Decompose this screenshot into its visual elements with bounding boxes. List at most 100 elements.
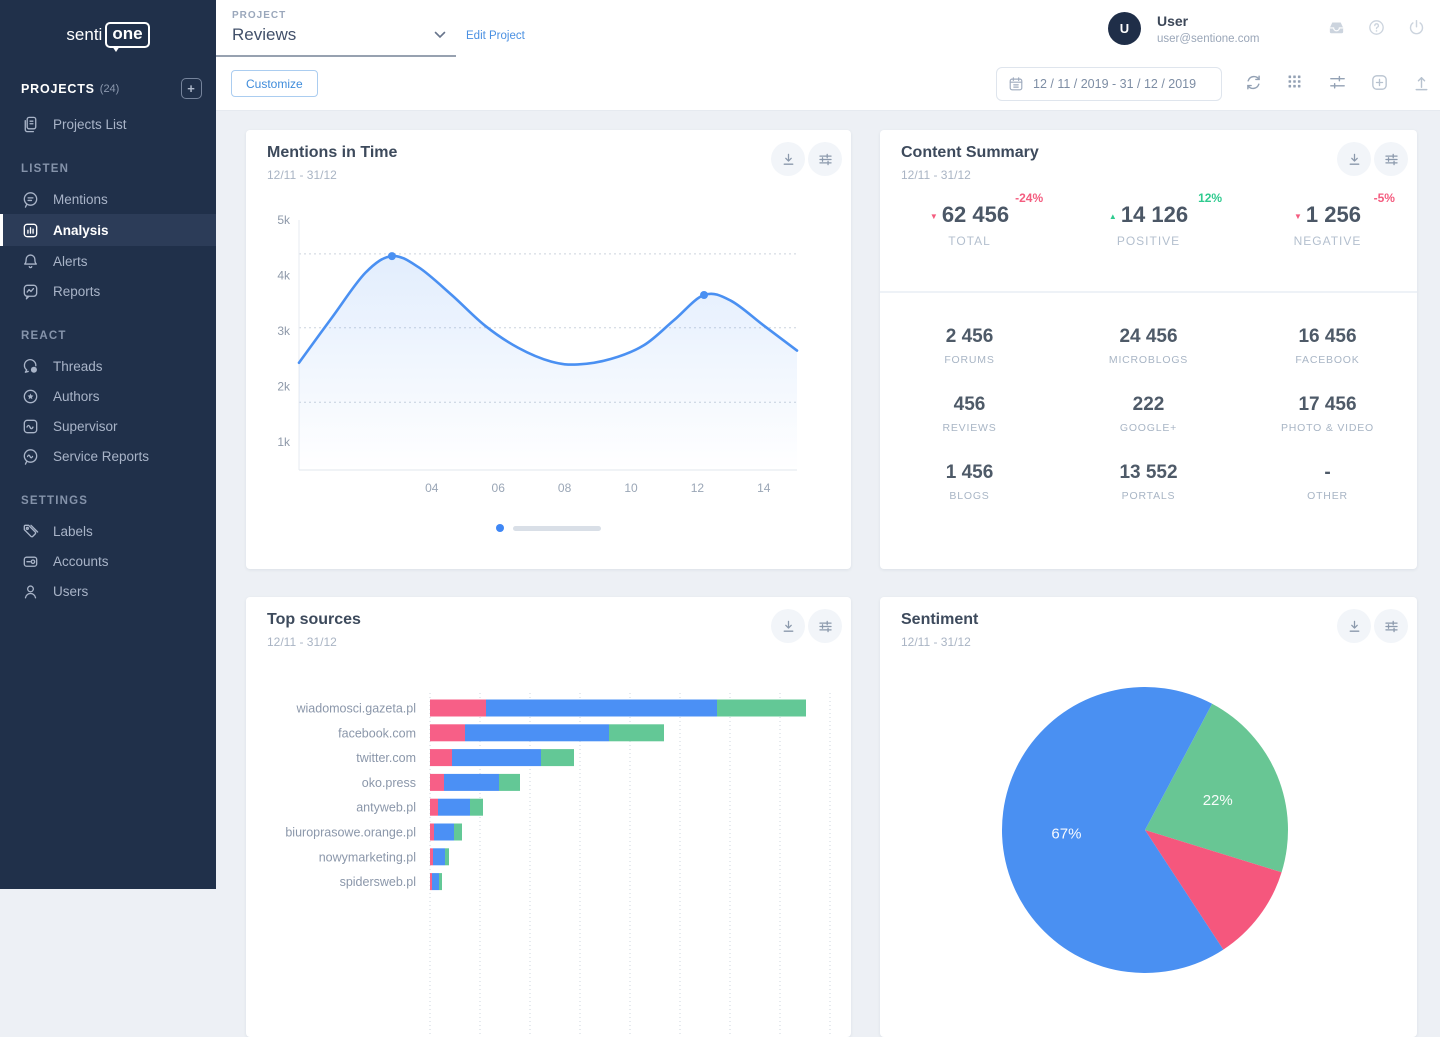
bar-segment-positive[interactable] <box>445 848 449 866</box>
sidebar-item-mentions[interactable]: Mentions <box>0 184 216 214</box>
bar-segment-neutral[interactable] <box>444 773 499 791</box>
source-label: facebook.com <box>338 726 416 740</box>
add-widget-icon[interactable] <box>1370 73 1389 92</box>
pagination-track[interactable] <box>513 525 601 531</box>
sidebar-item-label: Accounts <box>53 553 109 569</box>
sidebar-item-supervisor[interactable]: Supervisor <box>0 411 216 441</box>
card-date-range: 12/11 - 31/12 <box>901 635 971 649</box>
accounts-icon <box>21 552 40 571</box>
area-fill <box>299 256 797 470</box>
data-point-marker[interactable] <box>700 291 709 299</box>
section-react: REACT <box>21 330 67 342</box>
wave-bubble-icon <box>21 447 40 466</box>
widget-settings-button[interactable] <box>808 142 842 176</box>
widget-settings-button[interactable] <box>808 609 842 643</box>
pagination-dot[interactable] <box>496 524 504 532</box>
mentions-line-chart[interactable]: 5k 4k 3k 2k 1k 04 06 08 10 12 14 <box>246 210 851 510</box>
section-settings: SETTINGS <box>21 495 89 507</box>
chat-bubbles-icon <box>21 357 40 376</box>
download-button[interactable] <box>1337 142 1371 176</box>
sidebar-item-service-reports[interactable]: Service Reports <box>0 441 216 471</box>
bar-segment-positive[interactable] <box>454 823 462 841</box>
bar-segment-negative[interactable] <box>430 773 444 791</box>
sidebar-item-label: Users <box>53 583 89 599</box>
stat-value: 1 256 <box>1305 202 1361 227</box>
download-button[interactable] <box>771 142 805 176</box>
bar-segment-neutral[interactable] <box>432 873 439 891</box>
logout-icon[interactable] <box>1407 18 1426 37</box>
avatar[interactable]: U <box>1108 12 1141 45</box>
user-menu[interactable]: U User user@sentione.com <box>1108 12 1259 45</box>
add-project-button[interactable]: + <box>181 78 202 99</box>
chevron-down-icon[interactable] <box>434 31 446 39</box>
help-icon[interactable] <box>1367 18 1386 37</box>
card-title: Top sources <box>267 611 361 628</box>
sidebar-item-alerts[interactable]: Alerts <box>0 246 216 276</box>
top-sources-card: Top sources 12/11 - 31/12 wiadomosci.gaz… <box>246 597 851 1037</box>
bar-segment-positive[interactable] <box>541 749 574 767</box>
bar-segment-negative[interactable] <box>430 798 438 816</box>
export-icon[interactable] <box>1412 73 1431 92</box>
source-label: oko.press <box>362 776 416 790</box>
sidebar-item-label: Reports <box>53 283 101 299</box>
bar-segment-positive[interactable] <box>717 699 806 717</box>
projects-label: PROJECTS <box>21 81 95 96</box>
bar-segment-neutral[interactable] <box>434 823 454 841</box>
sidebar-item-label: Service Reports <box>53 448 150 464</box>
card-date-range: 12/11 - 31/12 <box>267 635 337 649</box>
stat-change: -24% <box>1015 191 1044 205</box>
bar-segment-neutral[interactable] <box>465 724 609 742</box>
bar-segment-negative[interactable] <box>430 699 486 717</box>
sidebar-item-threads[interactable]: Threads <box>0 351 216 381</box>
inbox-icon[interactable] <box>1327 18 1346 37</box>
bar-segment-positive[interactable] <box>609 724 664 742</box>
summary-stats-row: ▼ 62 456 -24% TOTAL ▲ 14 126 12% POSITIVE ▼ 1… <box>880 191 1417 248</box>
bar-segment-positive[interactable] <box>499 773 520 791</box>
sentiment-pie-chart[interactable]: 22% 67% <box>880 597 1417 1037</box>
bar-segment-neutral[interactable] <box>486 699 717 717</box>
bar-segment-negative[interactable] <box>430 873 432 891</box>
widget-settings-button[interactable] <box>1374 609 1408 643</box>
sidebar-item-reports[interactable]: Reports <box>0 276 216 306</box>
sidebar-item-authors[interactable]: Authors <box>0 381 216 411</box>
bar-segment-neutral[interactable] <box>433 848 445 866</box>
bar-segment-positive[interactable] <box>470 798 483 816</box>
bar-segment-positive[interactable] <box>439 873 442 891</box>
top-sources-bar-chart[interactable]: wiadomosci.gazeta.pl facebook.com twitter.… <box>246 597 851 1037</box>
mentions-in-time-card: Mentions in Time 12/11 - 31/12 5k 4k 3k 2k 1… <box>246 130 851 569</box>
sidebar-item-projects-list[interactable]: Projects List <box>0 109 216 139</box>
filters-icon[interactable] <box>1328 73 1347 92</box>
edit-project-link[interactable]: Edit Project <box>466 30 525 42</box>
projects-count: (24) <box>99 82 120 95</box>
grid-view-icon[interactable] <box>1286 73 1305 92</box>
customize-button[interactable]: Customize <box>231 70 318 97</box>
download-button[interactable] <box>1337 609 1371 643</box>
sidebar-item-users[interactable]: Users <box>0 576 216 606</box>
x-tick-label: 14 <box>757 481 771 495</box>
section-listen: LISTEN <box>21 163 70 175</box>
y-tick-label: 2k <box>277 380 291 394</box>
sidebar-item-analysis[interactable]: Analysis <box>0 214 216 246</box>
widget-settings-button[interactable] <box>1374 142 1408 176</box>
pie-slice-positive[interactable] <box>1145 703 1288 873</box>
card-title: Mentions in Time <box>267 144 398 161</box>
bar-segment-negative[interactable] <box>430 823 434 841</box>
user-email: user@sentione.com <box>1157 33 1260 45</box>
bar-segment-negative[interactable] <box>430 724 465 742</box>
bar-segment-negative[interactable] <box>430 848 433 866</box>
refresh-icon[interactable] <box>1244 73 1263 92</box>
download-button[interactable] <box>771 609 805 643</box>
bar-segment-neutral[interactable] <box>452 749 541 767</box>
date-range-value: 12 / 11 / 2019 - 31 / 12 / 2019 <box>1033 77 1197 91</box>
bar-segment-neutral[interactable] <box>438 798 470 816</box>
tags-icon <box>21 522 40 541</box>
date-range-picker[interactable]: 12 / 11 / 2019 - 31 / 12 / 2019 <box>996 67 1222 101</box>
trend-down-icon: ▼ <box>929 212 938 221</box>
bar-segment-negative[interactable] <box>430 749 452 767</box>
sidebar-item-labels[interactable]: Labels <box>0 516 216 546</box>
sidebar-item-label: Supervisor <box>53 418 118 434</box>
sidebar-item-accounts[interactable]: Accounts <box>0 546 216 576</box>
data-point-marker[interactable] <box>387 252 396 261</box>
project-select[interactable]: Reviews <box>232 25 297 44</box>
pie-slice-label: 67% <box>1051 826 1081 843</box>
